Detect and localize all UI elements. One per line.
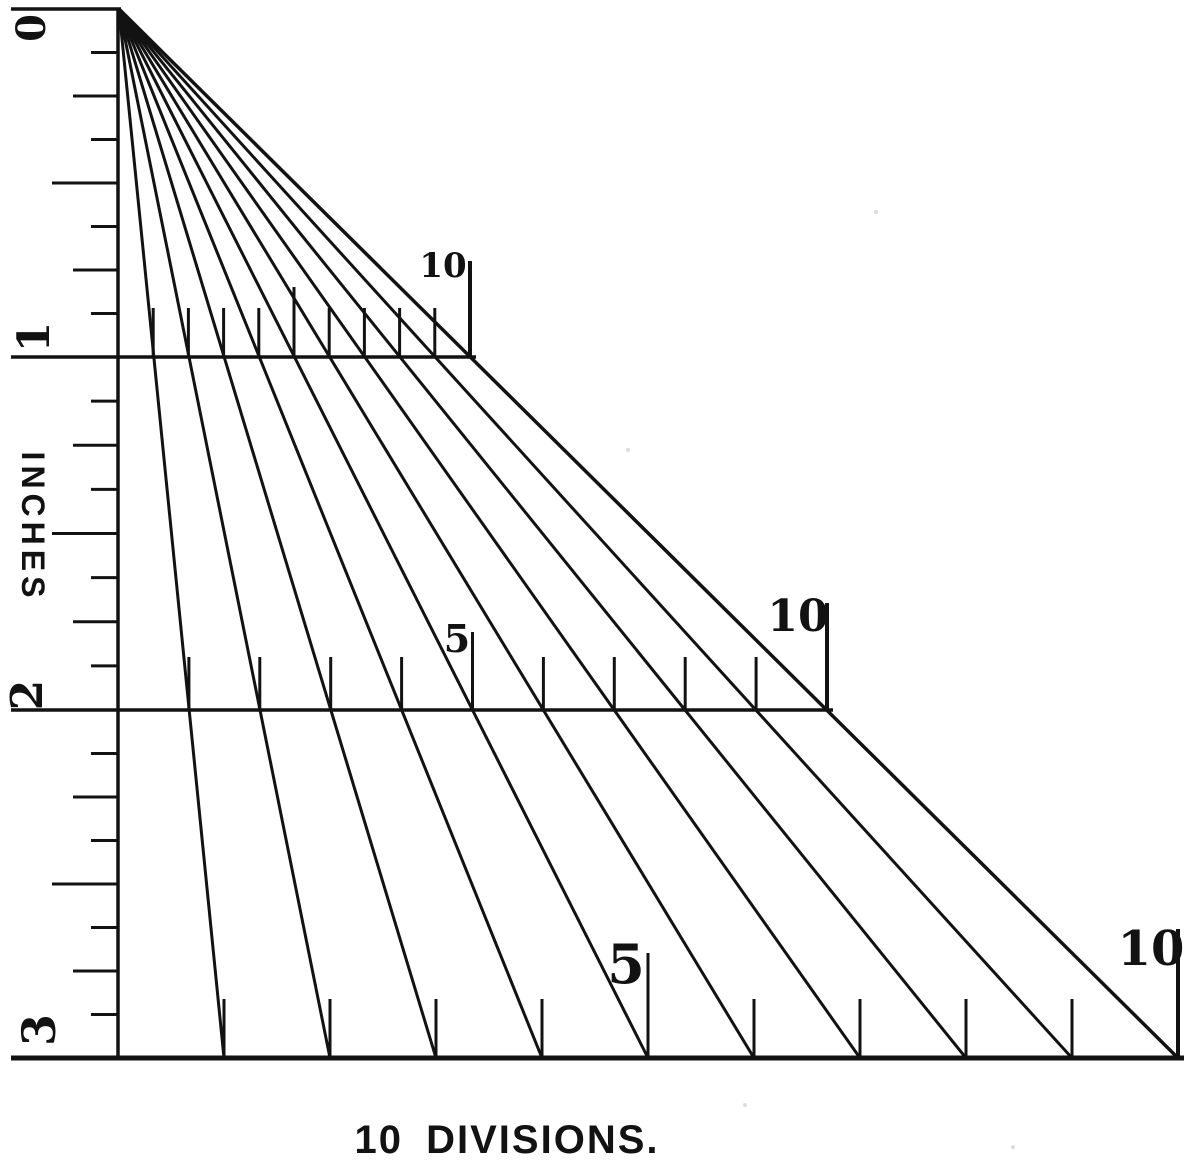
line2-end-label: 10 (767, 591, 829, 642)
fan-line (117, 8, 650, 1059)
fan-line (117, 8, 862, 1059)
fan-hypotenuse (117, 7, 1180, 1060)
fan-line (117, 8, 332, 1059)
fan-line (117, 8, 968, 1059)
figure-caption: 10 DIVISIONS. (354, 1118, 660, 1162)
paper-speck (1011, 1145, 1015, 1149)
ruler-label-0: 0 (8, 14, 55, 42)
fan-line (117, 8, 544, 1059)
ruler-label-3: 3 (12, 1013, 66, 1047)
ruler-label-1: 1 (9, 321, 60, 353)
ruler-unit-label: INCHES (15, 451, 51, 603)
ruler-label-2: 2 (2, 679, 53, 711)
line3-end-label: 10 (1117, 921, 1185, 977)
line2-mid-label: 5 (443, 616, 471, 661)
fan-line (117, 7, 1074, 1060)
fan-line (117, 8, 756, 1059)
paper-speck (743, 1103, 747, 1107)
paper-speck (626, 448, 630, 452)
line3-mid-label: 5 (607, 932, 645, 996)
paper-speck (874, 210, 878, 214)
fan-line (117, 8, 438, 1059)
fan-line (117, 8, 226, 1059)
line1-end-label: 10 (419, 246, 467, 286)
